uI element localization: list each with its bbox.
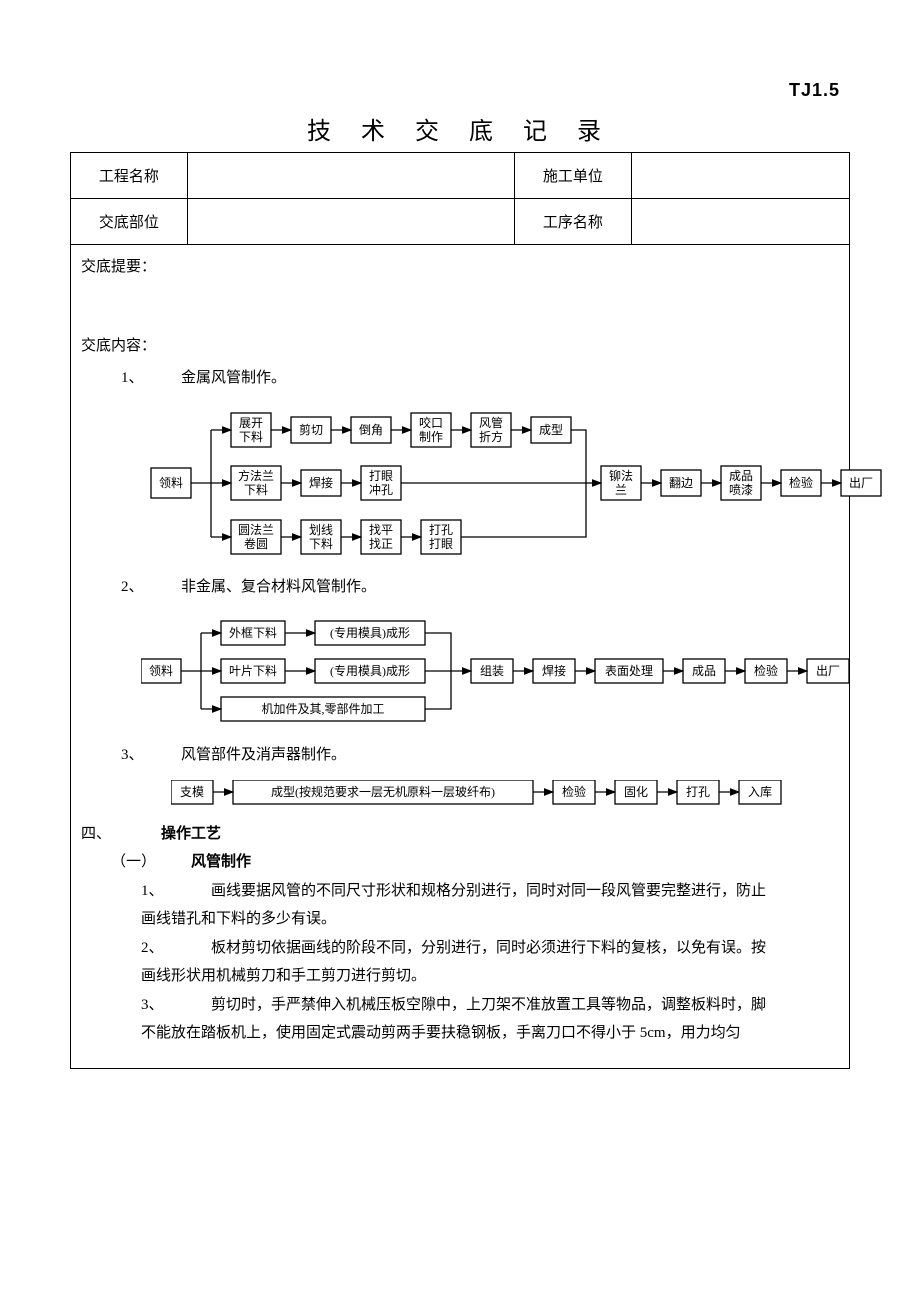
svg-text:打眼: 打眼	[429, 537, 453, 551]
svg-text:下料: 下料	[239, 430, 263, 444]
doc-title: 技 术 交 底 记 录	[70, 111, 850, 146]
item-1: 1、金属风管制作。	[81, 364, 839, 393]
doc-code: TJ1.5	[70, 80, 850, 101]
svg-text:冲孔: 冲孔	[369, 482, 393, 497]
section-4-num: 四、	[81, 820, 161, 849]
svg-text:倒角: 倒角	[359, 423, 383, 437]
svg-text:入库: 入库	[748, 784, 772, 799]
cell-position-value	[187, 199, 514, 245]
svg-text:展开: 展开	[239, 416, 263, 430]
svg-text:成品: 成品	[729, 469, 753, 483]
subsection-1-text: 风管制作	[191, 854, 251, 870]
svg-text:下料: 下料	[309, 537, 333, 551]
svg-text:咬口: 咬口	[419, 415, 443, 430]
subsection-1-num: （一）	[111, 848, 191, 877]
svg-text:划线: 划线	[309, 523, 333, 537]
flowchart-3-svg: 支模 成型(按规范要求一层无机原料一层玻纤布) 检验 固化 打孔 入库	[171, 780, 791, 810]
section-4-text: 操作工艺	[161, 826, 221, 842]
cell-project-name-label: 工程名称	[71, 153, 188, 199]
summary-label: 交底提要：	[81, 253, 839, 282]
flowchart-2-svg: 领料外框下料(专用模具)成形叶片下料(专用模具)成形机加件及其,零部件加工组装焊…	[141, 611, 861, 731]
svg-text:下料: 下料	[244, 483, 268, 497]
svg-text:焊接: 焊接	[309, 475, 333, 490]
svg-text:喷漆: 喷漆	[729, 483, 753, 497]
svg-text:(专用模具)成形: (专用模具)成形	[330, 663, 410, 678]
cell-construction-unit-value	[631, 153, 849, 199]
svg-text:焊接: 焊接	[542, 663, 566, 678]
para-2-num: 2、	[141, 934, 211, 963]
svg-text:找正: 找正	[369, 537, 393, 551]
svg-text:外框下料: 外框下料	[229, 626, 277, 640]
table-row: 交底部位 工序名称	[71, 199, 850, 245]
header-table: 工程名称 施工单位 交底部位 工序名称	[70, 152, 850, 245]
svg-text:出厂: 出厂	[849, 476, 873, 490]
svg-text:打眼: 打眼	[369, 469, 393, 483]
svg-text:领料: 领料	[159, 476, 183, 490]
item-3: 3、风管部件及消声器制作。	[81, 741, 839, 770]
flowchart-2: 领料外框下料(专用模具)成形叶片下料(专用模具)成形机加件及其,零部件加工组装焊…	[81, 601, 839, 741]
table-row: 工程名称 施工单位	[71, 153, 850, 199]
svg-text:兰: 兰	[615, 483, 627, 497]
svg-text:支模: 支模	[180, 785, 204, 799]
para-1-text: 画线要据风管的不同尺寸形状和规格分别进行，同时对同一段风管要完整进行，防止	[211, 883, 766, 899]
para-2: 2、板材剪切依据画线的阶段不同，分别进行，同时必须进行下料的复核，以免有误。按	[81, 934, 839, 963]
para-1: 1、画线要据风管的不同尺寸形状和规格分别进行，同时对同一段风管要完整进行，防止	[81, 877, 839, 906]
para-3-num: 3、	[141, 991, 211, 1020]
svg-text:打孔: 打孔	[686, 785, 710, 799]
para-2-cont: 画线形状用机械剪刀和手工剪刀进行剪切。	[81, 962, 839, 991]
item-2-num: 2、	[121, 573, 181, 602]
svg-text:固化: 固化	[624, 785, 648, 799]
svg-text:剪切: 剪切	[299, 422, 323, 437]
svg-text:出厂: 出厂	[816, 664, 840, 678]
svg-text:制作: 制作	[419, 430, 443, 444]
cell-construction-unit-label: 施工单位	[515, 153, 632, 199]
content-box: 交底提要： 交底内容： 1、金属风管制作。 领料展开下料剪切倒角咬口制作风管折方…	[70, 245, 850, 1069]
body-label: 交底内容：	[81, 332, 839, 361]
svg-text:圆法兰: 圆法兰	[238, 523, 274, 537]
para-3-text: 剪切时，手严禁伸入机械压板空隙中，上刀架不准放置工具等物品，调整板料时，脚	[211, 997, 766, 1013]
item-1-num: 1、	[121, 364, 181, 393]
svg-text:卷圆: 卷圆	[244, 536, 268, 551]
svg-text:翻边: 翻边	[669, 476, 693, 490]
svg-text:铆法: 铆法	[609, 468, 633, 483]
flowchart-3: 支模 成型(按规范要求一层无机原料一层玻纤布) 检验 固化 打孔 入库	[81, 770, 839, 820]
svg-text:检验: 检验	[754, 663, 778, 678]
svg-text:成品: 成品	[692, 664, 716, 678]
svg-text:机加件及其,零部件加工: 机加件及其,零部件加工	[261, 701, 384, 716]
para-1-num: 1、	[141, 877, 211, 906]
item-2: 2、非金属、复合材料风管制作。	[81, 573, 839, 602]
flowchart-1-svg: 领料展开下料剪切倒角咬口制作风管折方成型方法兰下料焊接打眼冲孔圆法兰卷圆划线下料…	[141, 403, 891, 563]
cell-process-name-label: 工序名称	[515, 199, 632, 245]
section-4: 四、操作工艺	[81, 820, 839, 849]
item-2-text: 非金属、复合材料风管制作。	[181, 579, 376, 595]
page: TJ1.5 技 术 交 底 记 录 工程名称 施工单位 交底部位 工序名称 交底…	[0, 0, 920, 1109]
svg-text:风管: 风管	[479, 415, 503, 430]
svg-text:表面处理: 表面处理	[605, 664, 653, 678]
svg-text:折方: 折方	[479, 429, 503, 444]
svg-text:(专用模具)成形: (专用模具)成形	[330, 625, 410, 640]
para-3-cont: 不能放在踏板机上，使用固定式震动剪两手要扶稳钢板，手离刀口不得小于 5cm，用力…	[81, 1019, 839, 1048]
svg-text:成型: 成型	[539, 423, 563, 437]
svg-text:领料: 领料	[149, 664, 173, 678]
item-1-text: 金属风管制作。	[181, 370, 286, 386]
para-2-text: 板材剪切依据画线的阶段不同，分别进行，同时必须进行下料的复核，以免有误。按	[211, 940, 766, 956]
cell-project-name-value	[187, 153, 514, 199]
svg-text:打孔: 打孔	[429, 523, 453, 537]
para-3: 3、剪切时，手严禁伸入机械压板空隙中，上刀架不准放置工具等物品，调整板料时，脚	[81, 991, 839, 1020]
flowchart-1: 领料展开下料剪切倒角咬口制作风管折方成型方法兰下料焊接打眼冲孔圆法兰卷圆划线下料…	[81, 393, 839, 573]
svg-text:方法兰: 方法兰	[238, 468, 274, 483]
svg-text:组装: 组装	[480, 664, 504, 678]
cell-position-label: 交底部位	[71, 199, 188, 245]
cell-process-name-value	[631, 199, 849, 245]
svg-text:找平: 找平	[369, 523, 393, 537]
item-3-num: 3、	[121, 741, 181, 770]
svg-text:检验: 检验	[562, 784, 586, 799]
svg-text:成型(按规范要求一层无机原料一层玻纤布): 成型(按规范要求一层无机原料一层玻纤布)	[271, 784, 495, 799]
para-1-cont: 画线错孔和下料的多少有误。	[81, 905, 839, 934]
subsection-1: （一）风管制作	[81, 848, 839, 877]
svg-text:检验: 检验	[789, 475, 813, 490]
item-3-text: 风管部件及消声器制作。	[181, 747, 346, 763]
svg-text:叶片下料: 叶片下料	[229, 664, 277, 678]
